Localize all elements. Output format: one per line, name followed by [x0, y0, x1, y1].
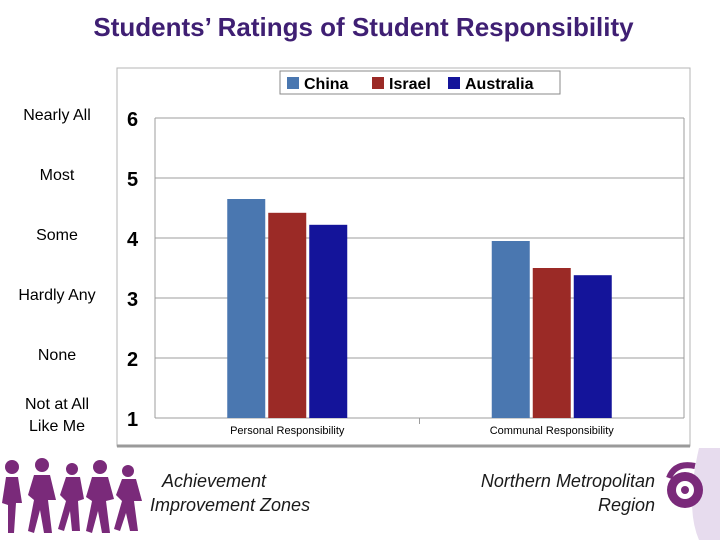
y-tick-label: 5	[127, 169, 138, 191]
region-swirl-logo	[655, 448, 720, 540]
rating-label: Nearly All	[23, 107, 91, 124]
bar-china-1	[491, 241, 530, 418]
footer-left-line2: Improvement Zones	[150, 495, 311, 515]
legend-label-china: China	[304, 76, 349, 93]
rating-label: Most	[39, 167, 75, 184]
footer-left-line1: Achievement	[162, 471, 267, 491]
y-tick-label: 3	[127, 289, 138, 311]
footer-region: Northern Metropolitan Region	[440, 469, 655, 517]
y-tick-label: 6	[127, 109, 138, 131]
y-tick-label: 2	[127, 349, 138, 371]
rating-label: None	[37, 347, 77, 364]
bar-australia-1	[573, 275, 612, 418]
bar-israel-1	[532, 268, 571, 418]
bar-china-0	[227, 199, 266, 418]
footer-right-line2: Region	[597, 495, 655, 515]
y-tick-label: 4	[127, 229, 139, 251]
legend-swatch-china	[287, 77, 299, 89]
bar-israel-0	[268, 212, 307, 418]
legend-swatch-australia	[448, 77, 460, 89]
legend-label-australia: Australia	[465, 76, 534, 93]
y-tick-label: 1	[127, 409, 138, 431]
rating-label: Not at All Like Me	[24, 396, 90, 435]
x-category-label: Personal Responsibility	[230, 425, 345, 437]
x-category-label: Communal Responsibility	[490, 425, 615, 437]
bar-australia-0	[309, 224, 348, 418]
rating-label: Hardly Any	[18, 287, 96, 304]
footer-achievement-zones: Achievement Improvement Zones	[150, 469, 340, 517]
footer-right-line1: Northern Metropolitan	[480, 471, 655, 491]
slide-title: Students’ Ratings of Student Responsibil…	[93, 12, 634, 42]
children-silhouette-logo	[2, 458, 142, 533]
rating-label: Some	[36, 227, 78, 244]
legend-box	[279, 70, 561, 95]
legend-swatch-israel	[372, 77, 384, 89]
legend-label-israel: Israel	[389, 76, 431, 93]
